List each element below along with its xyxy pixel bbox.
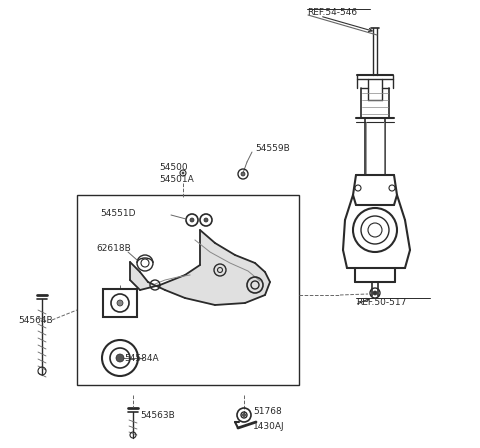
Circle shape [117,300,123,306]
Circle shape [190,218,194,222]
Circle shape [242,414,245,417]
Text: 54559B: 54559B [255,143,290,152]
Text: 51768: 51768 [253,406,282,415]
Text: 1430AJ: 1430AJ [253,422,285,431]
Circle shape [116,354,124,362]
Polygon shape [130,230,270,305]
Text: 54551D: 54551D [100,208,135,217]
Bar [77,195,299,385]
Text: 62618B: 62618B [96,244,131,253]
Text: 54563B: 54563B [140,410,175,419]
Text: REF.54-546: REF.54-546 [307,8,357,17]
Circle shape [182,172,184,174]
Text: REF.50-517: REF.50-517 [356,297,407,306]
Bar [103,289,137,317]
Circle shape [204,218,208,222]
Text: 54501A: 54501A [159,175,194,184]
Circle shape [241,172,245,176]
Circle shape [373,291,377,295]
Text: 54584A: 54584A [124,353,158,362]
Text: 54564B: 54564B [18,315,53,324]
Text: 54500: 54500 [159,163,188,172]
